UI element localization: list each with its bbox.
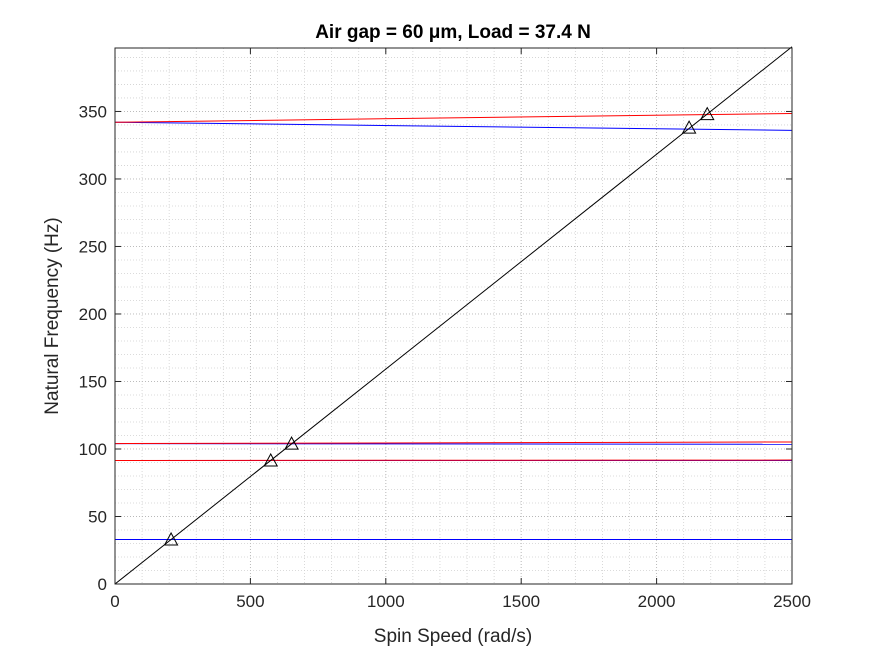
x-tick-label: 0 — [110, 592, 119, 611]
x-axis-label: Spin Speed (rad/s) — [374, 626, 532, 647]
y-tick-label: 50 — [88, 507, 107, 526]
y-tick-label: 200 — [79, 305, 107, 324]
x-tick-label: 1000 — [367, 592, 405, 611]
critical-speed-marker — [163, 531, 179, 546]
series-line-7 — [114, 112, 793, 123]
y-axis-label: Natural Frequency (Hz) — [42, 217, 63, 414]
chart-title: Air gap = 60 μm, Load = 37.4 N — [315, 22, 591, 43]
y-tick-label: 350 — [79, 102, 107, 121]
tick-layer: 0 500 1000 1500 2000 2500 0 50 100 150 200 250 300 35… — [79, 48, 811, 611]
marker-layer — [163, 106, 715, 546]
y-tick-label: 150 — [79, 372, 107, 391]
series-layer — [114, 46, 793, 585]
x-tick-label: 2000 — [638, 592, 676, 611]
critical-speed-marker — [681, 120, 697, 134]
critical-speed-marker — [263, 452, 279, 467]
y-tick-label: 0 — [98, 575, 107, 594]
critical-speed-marker — [699, 106, 715, 121]
y-tick-label: 100 — [79, 440, 107, 459]
x-tick-label: 500 — [236, 592, 264, 611]
series-line-6 — [114, 121, 793, 131]
y-tick-label: 300 — [79, 170, 107, 189]
series-line-5 — [114, 441, 793, 445]
x-tick-label: 1500 — [502, 592, 540, 611]
x-tick-label: 2500 — [773, 592, 811, 611]
series-line-8 — [114, 46, 793, 585]
critical-speed-marker — [284, 436, 299, 450]
plot-frame — [114, 47, 793, 585]
y-tick-label: 250 — [79, 237, 107, 256]
